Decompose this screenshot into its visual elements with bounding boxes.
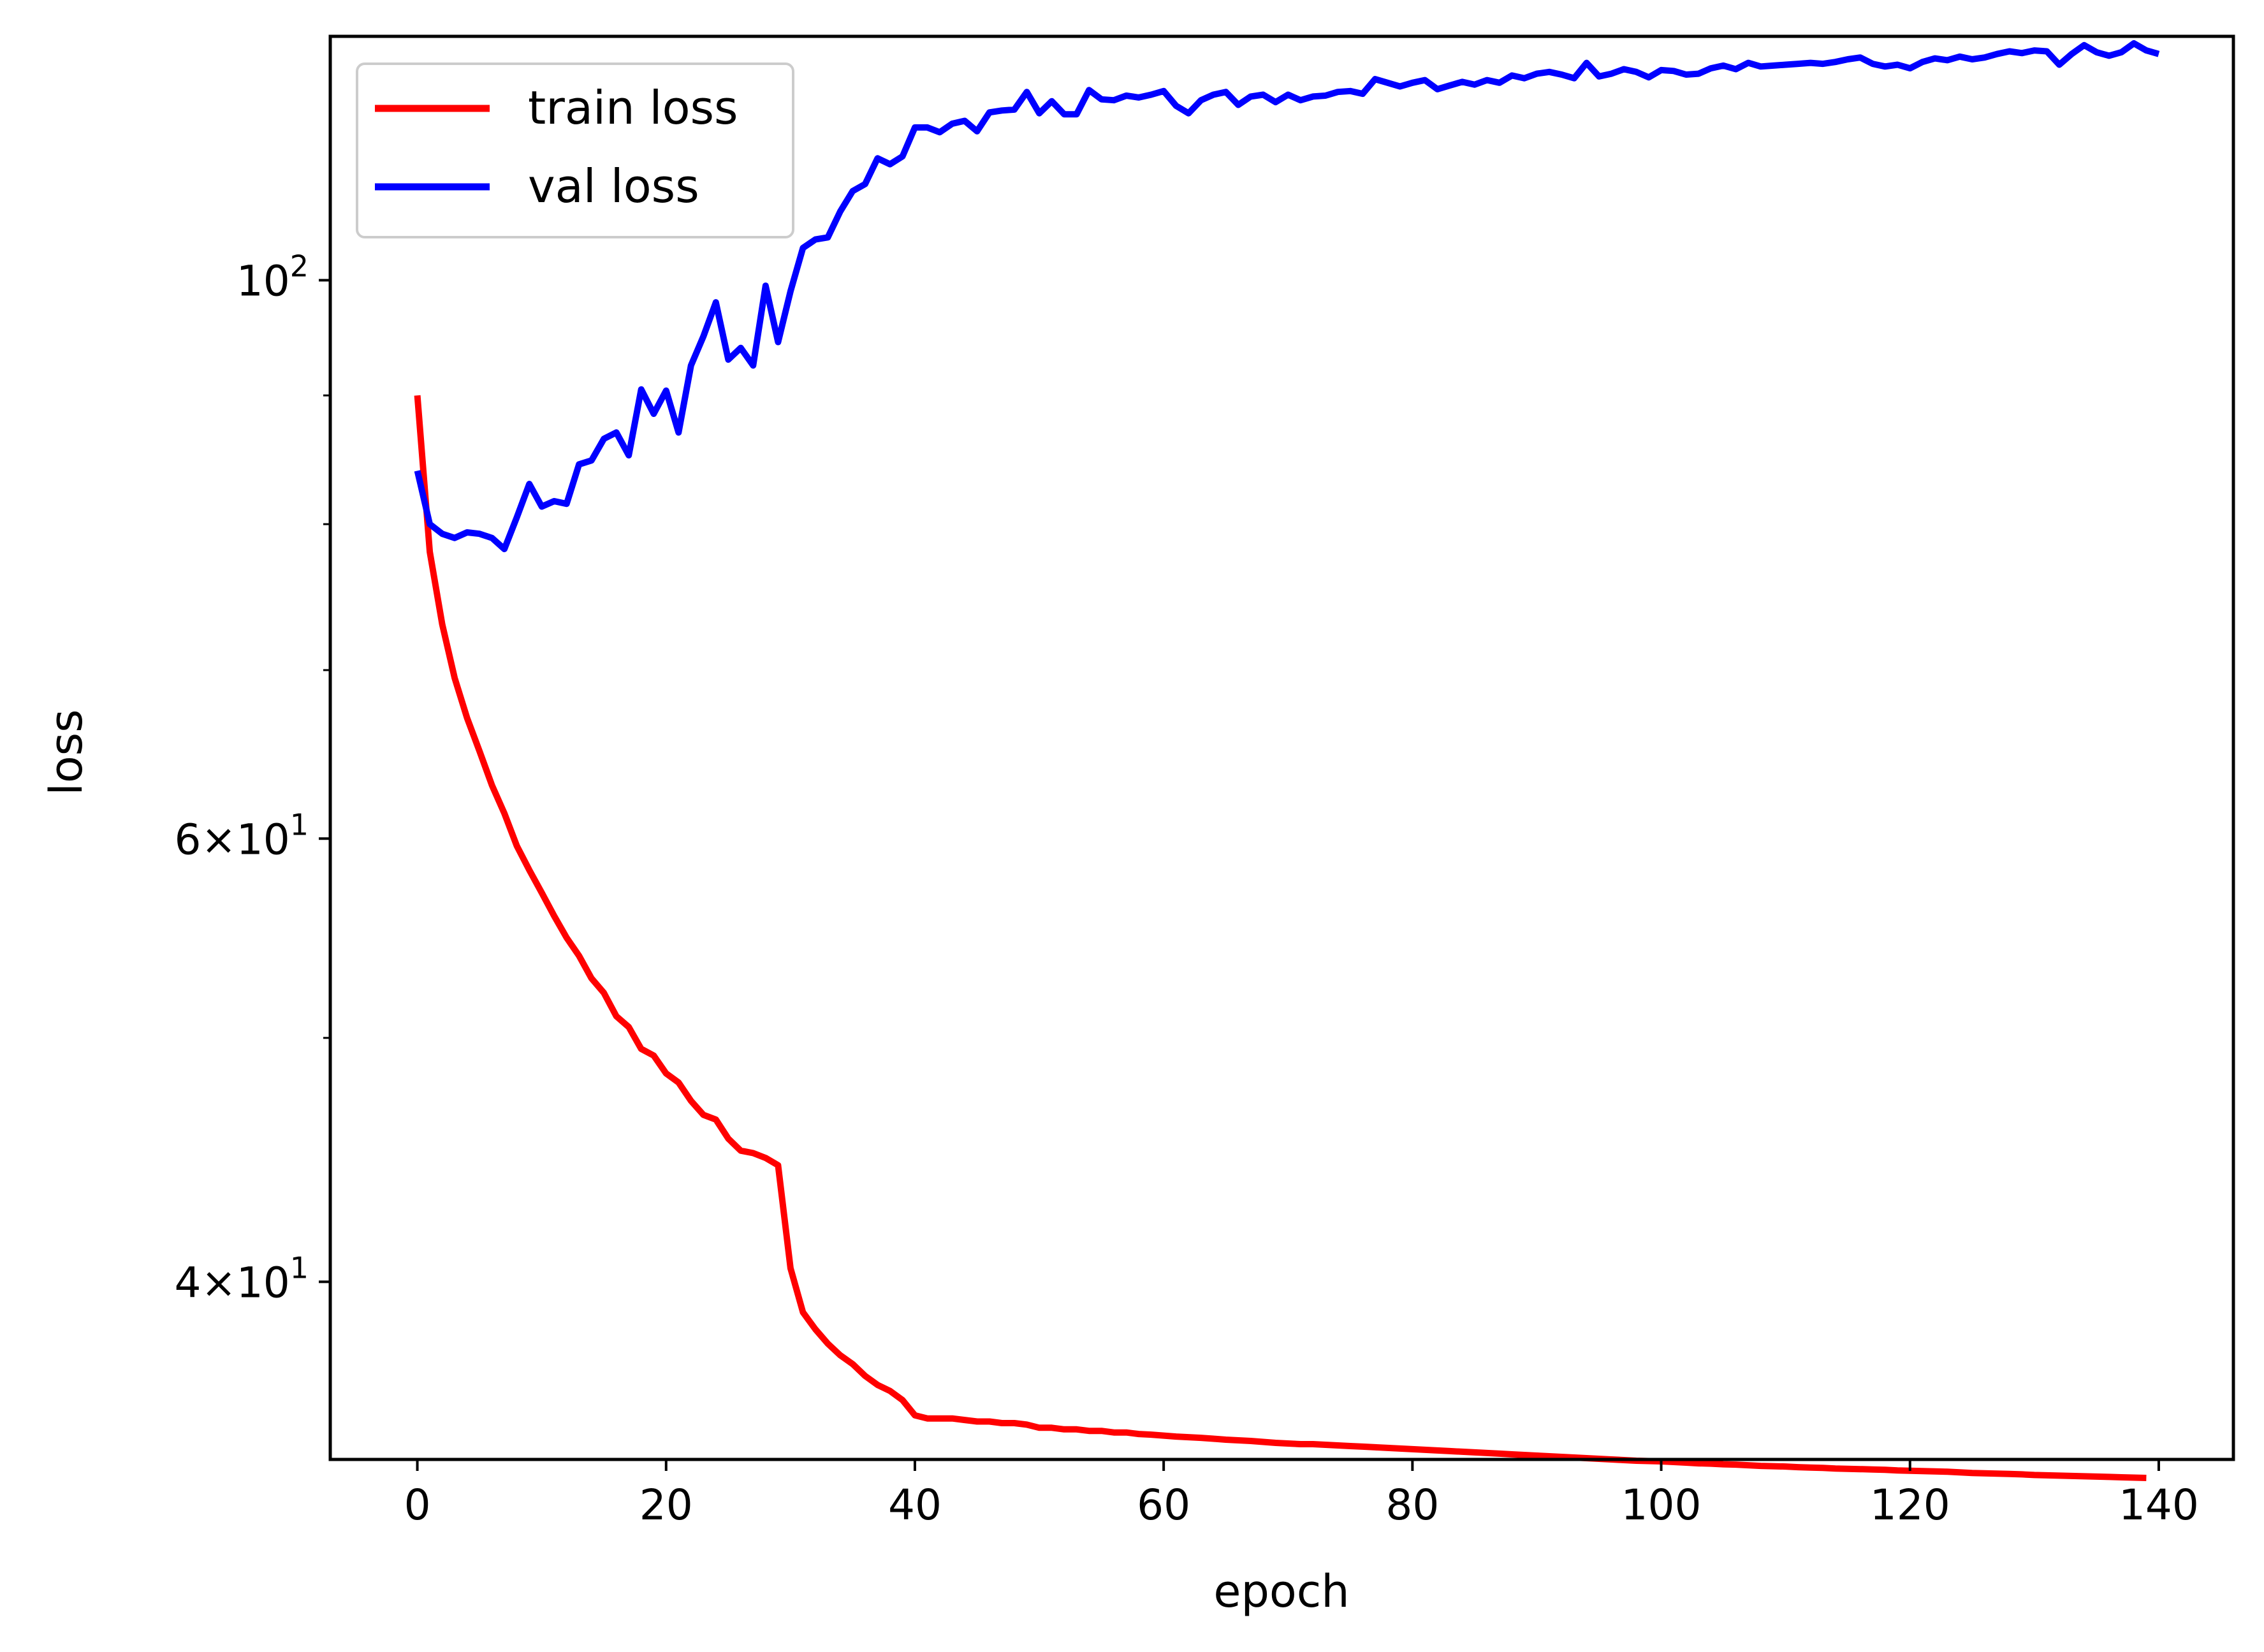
x-tick-label: 0 bbox=[404, 1480, 431, 1530]
series-line-val-loss bbox=[414, 40, 2160, 553]
x-tick-label: 80 bbox=[1385, 1480, 1439, 1530]
y-axis-title: loss bbox=[40, 709, 92, 795]
x-tick-label: 140 bbox=[2119, 1480, 2199, 1530]
legend-label-train-loss: train loss bbox=[528, 81, 738, 135]
x-tick-label: 60 bbox=[1137, 1480, 1190, 1530]
x-tick-label: 120 bbox=[1870, 1480, 1950, 1530]
plot-frame bbox=[328, 34, 2235, 1461]
x-tick-label: 40 bbox=[888, 1480, 942, 1530]
x-tick-label: 100 bbox=[1621, 1480, 1702, 1530]
series-layer bbox=[414, 40, 2160, 1481]
x-axis-title: epoch bbox=[1213, 1565, 1349, 1618]
series-line-train-loss bbox=[414, 395, 2147, 1481]
y-tick-label: 4×101 bbox=[174, 1250, 309, 1307]
legend-label-val-loss: val loss bbox=[528, 159, 699, 213]
legend: train loss val loss bbox=[356, 62, 794, 238]
y-tick-label: 6×101 bbox=[174, 807, 309, 864]
x-axis: 0 20 40 60 80 100 120 140 bbox=[404, 1459, 2199, 1530]
x-tick-label: 20 bbox=[639, 1480, 693, 1530]
